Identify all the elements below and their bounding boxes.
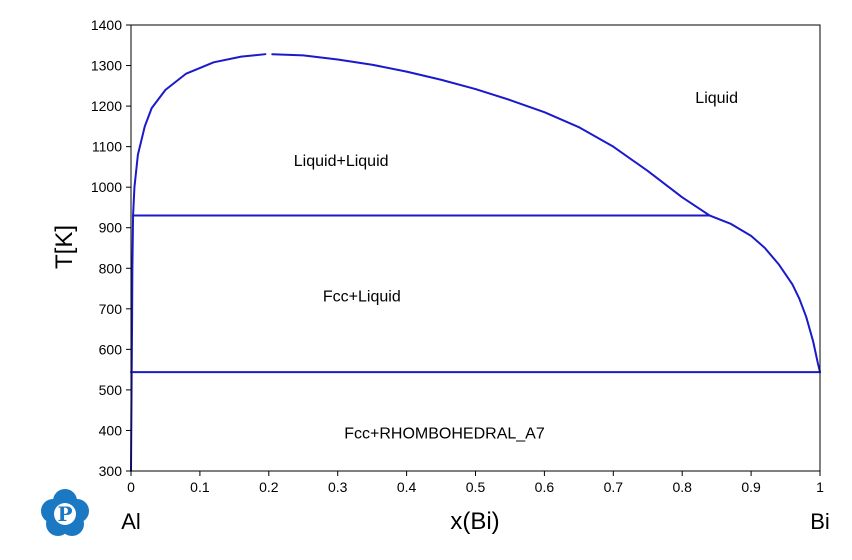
x-tick-label: 0.6 bbox=[535, 479, 555, 495]
y-tick-label: 800 bbox=[99, 260, 123, 276]
logo-glyph: P bbox=[57, 502, 72, 526]
x-tick-label: 0.5 bbox=[466, 479, 486, 495]
pandat-logo-icon: P bbox=[41, 489, 89, 536]
x-tick-label: 0.4 bbox=[397, 479, 417, 495]
x-tick-label: 0.2 bbox=[259, 479, 279, 495]
x-tick-label: 0.9 bbox=[741, 479, 761, 495]
x-tick-label: 0.8 bbox=[672, 479, 692, 495]
phase-boundary-line-2 bbox=[271, 53, 711, 217]
y-tick-label: 1300 bbox=[91, 58, 122, 74]
y-axis-title: T[K] bbox=[51, 225, 78, 269]
x-tick-label: 0.3 bbox=[328, 479, 348, 495]
phase-boundary-line-3 bbox=[708, 214, 821, 374]
phase-boundary-lines bbox=[130, 53, 821, 472]
phase-region-label: Liquid+Liquid bbox=[294, 153, 389, 170]
x-tick-label: 0 bbox=[127, 479, 135, 495]
phase-region-label: Liquid bbox=[695, 90, 738, 107]
x-axis-title: x(Bi) bbox=[450, 508, 499, 535]
x-tick-label: 0.7 bbox=[604, 479, 624, 495]
x-axis-ticks: 0 0.1 0.2 0.3 0.4 0.5 0.6 0.7 0.8 0.9 1 bbox=[127, 471, 824, 495]
y-tick-label: 500 bbox=[99, 382, 123, 398]
y-tick-label: 300 bbox=[99, 463, 123, 479]
y-tick-label: 400 bbox=[99, 422, 123, 438]
y-tick-label: 1000 bbox=[91, 179, 122, 195]
phase-boundary-line-1 bbox=[132, 53, 267, 217]
x-tick-label: 1 bbox=[816, 479, 824, 495]
y-tick-label: 1100 bbox=[92, 139, 122, 155]
y-tick-label: 1200 bbox=[91, 98, 122, 114]
y-tick-label: 600 bbox=[99, 341, 123, 357]
x-tick-label: 0.1 bbox=[190, 479, 210, 495]
y-axis-ticks: 300 400 500 600 700 800 900 1000 1100 1200 1300 140… bbox=[91, 17, 131, 479]
y-tick-label: 1400 bbox=[91, 17, 122, 33]
end-label-right: Bi bbox=[810, 509, 830, 534]
end-label-left: Al bbox=[121, 509, 141, 534]
y-tick-label: 900 bbox=[99, 220, 123, 236]
y-tick-label: 700 bbox=[99, 301, 123, 317]
phase-region-label: Fcc+Liquid bbox=[323, 289, 401, 306]
phase-region-label: Fcc+RHOMBOHEDRAL_A7 bbox=[344, 425, 545, 442]
phase-region-labels: Liquid Liquid+Liquid Fcc+Liquid Fcc+RHOMBOH… bbox=[294, 90, 738, 442]
